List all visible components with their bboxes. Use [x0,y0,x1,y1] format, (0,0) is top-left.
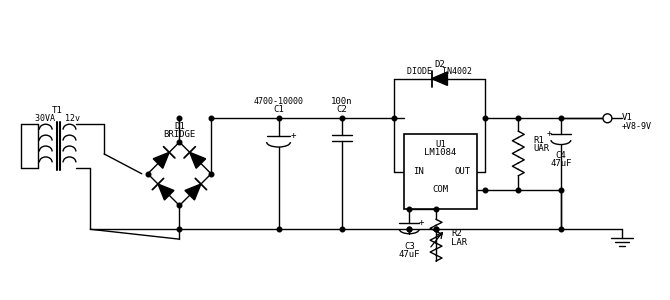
Text: COM: COM [432,185,449,194]
Text: D1: D1 [174,122,185,131]
Text: 100n: 100n [331,97,352,106]
Text: 30VA  12v: 30VA 12v [35,114,80,123]
Text: R1: R1 [533,136,544,145]
Text: R2: R2 [451,229,462,238]
Text: +: + [546,129,551,138]
Text: C2: C2 [336,105,347,114]
Text: IN: IN [413,167,423,176]
Text: T1: T1 [52,106,63,115]
Polygon shape [158,184,174,200]
Text: 47uF: 47uF [550,159,572,168]
Polygon shape [185,184,201,200]
Text: LAR: LAR [451,238,467,247]
Polygon shape [431,72,448,86]
Text: +V8-9V: +V8-9V [621,122,651,131]
Text: DIODE  IN4002: DIODE IN4002 [407,67,472,76]
Text: D2: D2 [434,60,445,69]
Polygon shape [190,152,206,168]
Bar [405,134,476,209]
Text: +: + [419,218,424,227]
Text: C3: C3 [404,242,415,250]
Text: LM1084: LM1084 [424,148,457,158]
Text: V1: V1 [621,113,632,122]
Text: C4: C4 [555,152,566,160]
Text: UAR: UAR [533,143,549,152]
Text: U1: U1 [435,140,446,148]
Text: +: + [291,130,296,140]
Polygon shape [153,152,170,168]
Circle shape [603,114,612,123]
Text: 47uF: 47uF [399,250,420,259]
Text: 4700-10000: 4700-10000 [253,97,304,106]
Text: C1: C1 [273,105,284,114]
Text: BRIDGE: BRIDGE [163,130,196,139]
Text: OUT: OUT [455,167,471,176]
